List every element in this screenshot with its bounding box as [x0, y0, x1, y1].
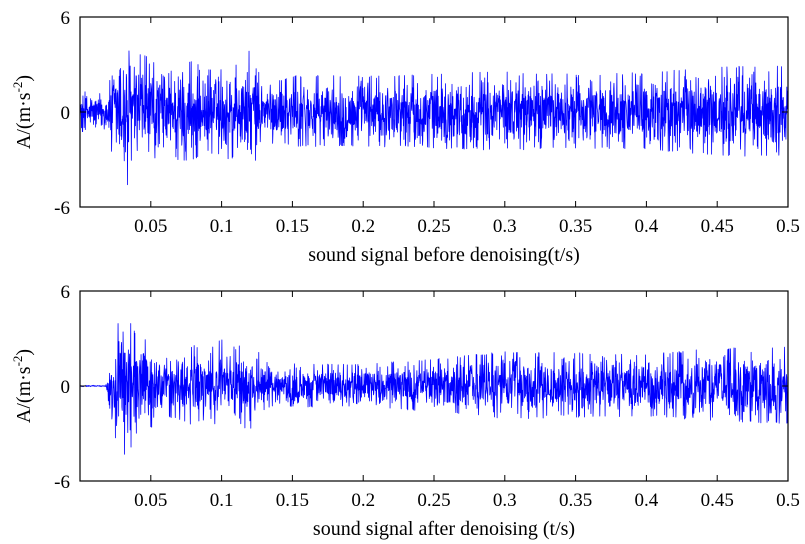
bottom-x-tick-label: 0.5: [776, 490, 800, 511]
top-x-axis-label: sound signal before denoising(t/s): [308, 244, 580, 266]
bottom-y-axis-label-main: A/(m·s: [13, 366, 35, 423]
top-signal-line: [79, 50, 789, 186]
bottom-x-tick-label: 0.05: [134, 490, 167, 511]
bottom-plot-ticks: 0.05 0.1 0.15 0.2 0.25 0.3 0.35 0.4 0.45 0.5 -6 0 6: [54, 282, 800, 511]
bottom-plot-panel: 0.05 0.1 0.15 0.2 0.25 0.3 0.35 0.4 0.45 0.5-606 …: [10, 282, 800, 540]
bottom-y-axis-label: A/(m·s-2): [10, 349, 35, 423]
bottom-x-tick-label: 0.1: [210, 490, 234, 511]
bottom-y-tick-label: 0: [61, 377, 71, 398]
top-x-tick-label: 0.3: [493, 216, 517, 237]
top-plot-panel: 0.05 0.1 0.15 0.2 0.25 0.3 0.35 0.4 0.45 0.5-606 …: [10, 8, 800, 266]
bottom-x-tick-label: 0.45: [701, 490, 734, 511]
bottom-signal-line: [79, 323, 789, 455]
top-y-axis-label-close: ): [13, 75, 35, 82]
bottom-y-tick-label: 6: [61, 282, 71, 303]
bottom-x-tick-label: 0.3: [493, 490, 517, 511]
bottom-y-axis-label-close: ): [13, 349, 35, 356]
bottom-x-tick-label: 0.4: [635, 490, 659, 511]
top-plot-ticks: 0.05 0.1 0.15 0.2 0.25 0.3 0.35 0.4 0.45 0.5 -6 0 6: [54, 8, 800, 237]
top-x-tick-label: 0.15: [276, 216, 309, 237]
top-y-axis-label-exponent: -2: [10, 82, 25, 93]
top-x-tick-label: 0.25: [417, 216, 450, 237]
bottom-y-tick-label: -6: [54, 472, 70, 493]
bottom-x-tick-label: 0.25: [417, 490, 450, 511]
top-y-axis-label-main: A/(m·s: [13, 92, 35, 149]
top-y-axis-label: A/(m·s-2): [10, 75, 35, 149]
top-y-tick-label: 0: [61, 103, 71, 124]
bottom-x-tick-label: 0.15: [276, 490, 309, 511]
top-x-tick-label: 0.2: [351, 216, 375, 237]
top-y-tick-label: 6: [61, 8, 71, 29]
top-x-tick-label: 0.35: [559, 216, 592, 237]
bottom-x-tick-label: 0.2: [351, 490, 375, 511]
bottom-y-axis-label-exponent: -2: [10, 356, 25, 367]
bottom-x-tick-label: 0.35: [559, 490, 592, 511]
top-x-tick-label: 0.05: [134, 216, 167, 237]
bottom-x-axis-label: sound signal after denoising (t/s): [313, 518, 575, 540]
top-x-tick-label: 0.1: [210, 216, 234, 237]
top-x-tick-label: 0.4: [635, 216, 659, 237]
top-x-tick-label: 0.5: [776, 216, 800, 237]
top-x-tick-label: 0.45: [701, 216, 734, 237]
top-y-tick-label: -6: [54, 198, 70, 219]
